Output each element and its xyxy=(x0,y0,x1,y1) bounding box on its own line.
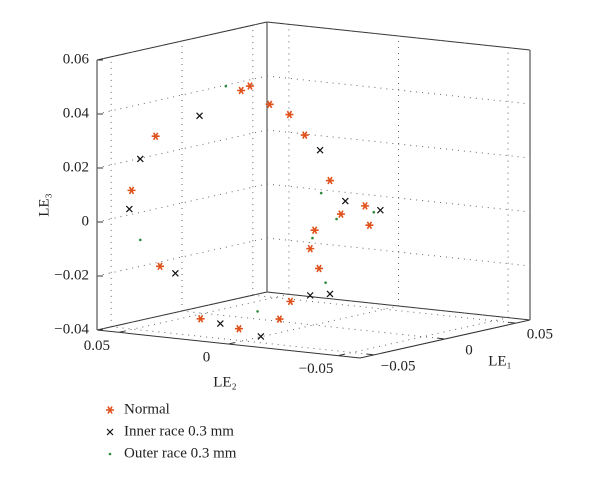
marker-asterisk xyxy=(237,86,246,95)
x-tick-label: 0 xyxy=(465,342,473,358)
marker-cross xyxy=(376,206,384,214)
marker-asterisk xyxy=(300,131,309,139)
legend-label: Outer race 0.3 mm xyxy=(124,445,237,461)
x-tick-label: 0.05 xyxy=(527,327,553,343)
marker-cross xyxy=(257,333,265,340)
marker-dot xyxy=(108,452,112,456)
marker-asterisk xyxy=(306,244,315,253)
marker-asterisk xyxy=(361,201,370,210)
marker-cross xyxy=(216,320,224,328)
z-tick-label: 0.06 xyxy=(63,51,90,67)
grid-line xyxy=(337,317,509,357)
marker-cross xyxy=(316,146,324,154)
y-tick-label: 0.05 xyxy=(84,338,110,354)
marker-asterisk xyxy=(275,315,284,323)
marker-asterisk xyxy=(336,210,345,218)
marker-cross xyxy=(326,290,334,298)
grid-line xyxy=(118,293,290,333)
marker-asterisk xyxy=(365,221,374,230)
marker-dot xyxy=(139,238,142,242)
marker-asterisk xyxy=(265,100,274,109)
grid-line xyxy=(111,326,375,356)
marker-cross xyxy=(106,428,114,436)
box-edge xyxy=(96,21,268,61)
legend-label: Normal xyxy=(124,401,170,417)
x-tick-label: −0.05 xyxy=(381,358,416,374)
marker-cross xyxy=(341,197,349,205)
marker-cross xyxy=(171,269,179,277)
z-tick-label: 0.04 xyxy=(63,105,90,121)
marker-asterisk xyxy=(286,297,295,306)
marker-dot xyxy=(224,84,228,88)
legend-label: Inner race 0.3 mm xyxy=(124,423,234,439)
z-axis-label: LE₃ xyxy=(36,193,52,217)
marker-dot xyxy=(311,236,314,240)
marker-dot xyxy=(319,191,323,195)
z-tick-label: 0.02 xyxy=(63,159,89,175)
x-axis-label: LE₁ xyxy=(488,353,512,369)
grid-line xyxy=(181,310,446,340)
marker-cross xyxy=(136,155,144,163)
marker-cross xyxy=(306,291,314,299)
grid-line xyxy=(266,21,531,51)
y-axis-label: LE₂ xyxy=(213,374,237,390)
marker-asterisk xyxy=(315,264,324,273)
marker-asterisk xyxy=(245,82,254,90)
z-tick-label: 0 xyxy=(82,213,90,229)
marker-asterisk xyxy=(234,324,243,333)
marker-dot xyxy=(324,281,327,284)
marker-asterisk xyxy=(196,314,205,323)
marker-asterisk xyxy=(106,406,114,414)
marker-asterisk xyxy=(156,262,165,271)
marker-dot xyxy=(256,310,259,313)
y-tick xyxy=(118,330,126,333)
marker-asterisk xyxy=(285,110,294,119)
y-tick-label: −0.05 xyxy=(299,361,334,377)
y-tick-label: 0 xyxy=(203,349,211,365)
y-tick xyxy=(228,341,236,345)
marker-asterisk xyxy=(151,132,160,141)
marker-cross xyxy=(196,112,203,120)
marker-cross xyxy=(125,205,133,213)
marker-asterisk xyxy=(127,186,136,195)
marker-dot xyxy=(372,210,376,214)
z-tick-label: −0.04 xyxy=(54,321,89,337)
marker-dot xyxy=(335,217,338,221)
marker-asterisk xyxy=(310,226,319,235)
grid-line xyxy=(252,294,516,324)
z-tick-label: −0.02 xyxy=(54,267,89,283)
y-tick xyxy=(337,353,345,357)
marker-asterisk xyxy=(325,176,334,185)
